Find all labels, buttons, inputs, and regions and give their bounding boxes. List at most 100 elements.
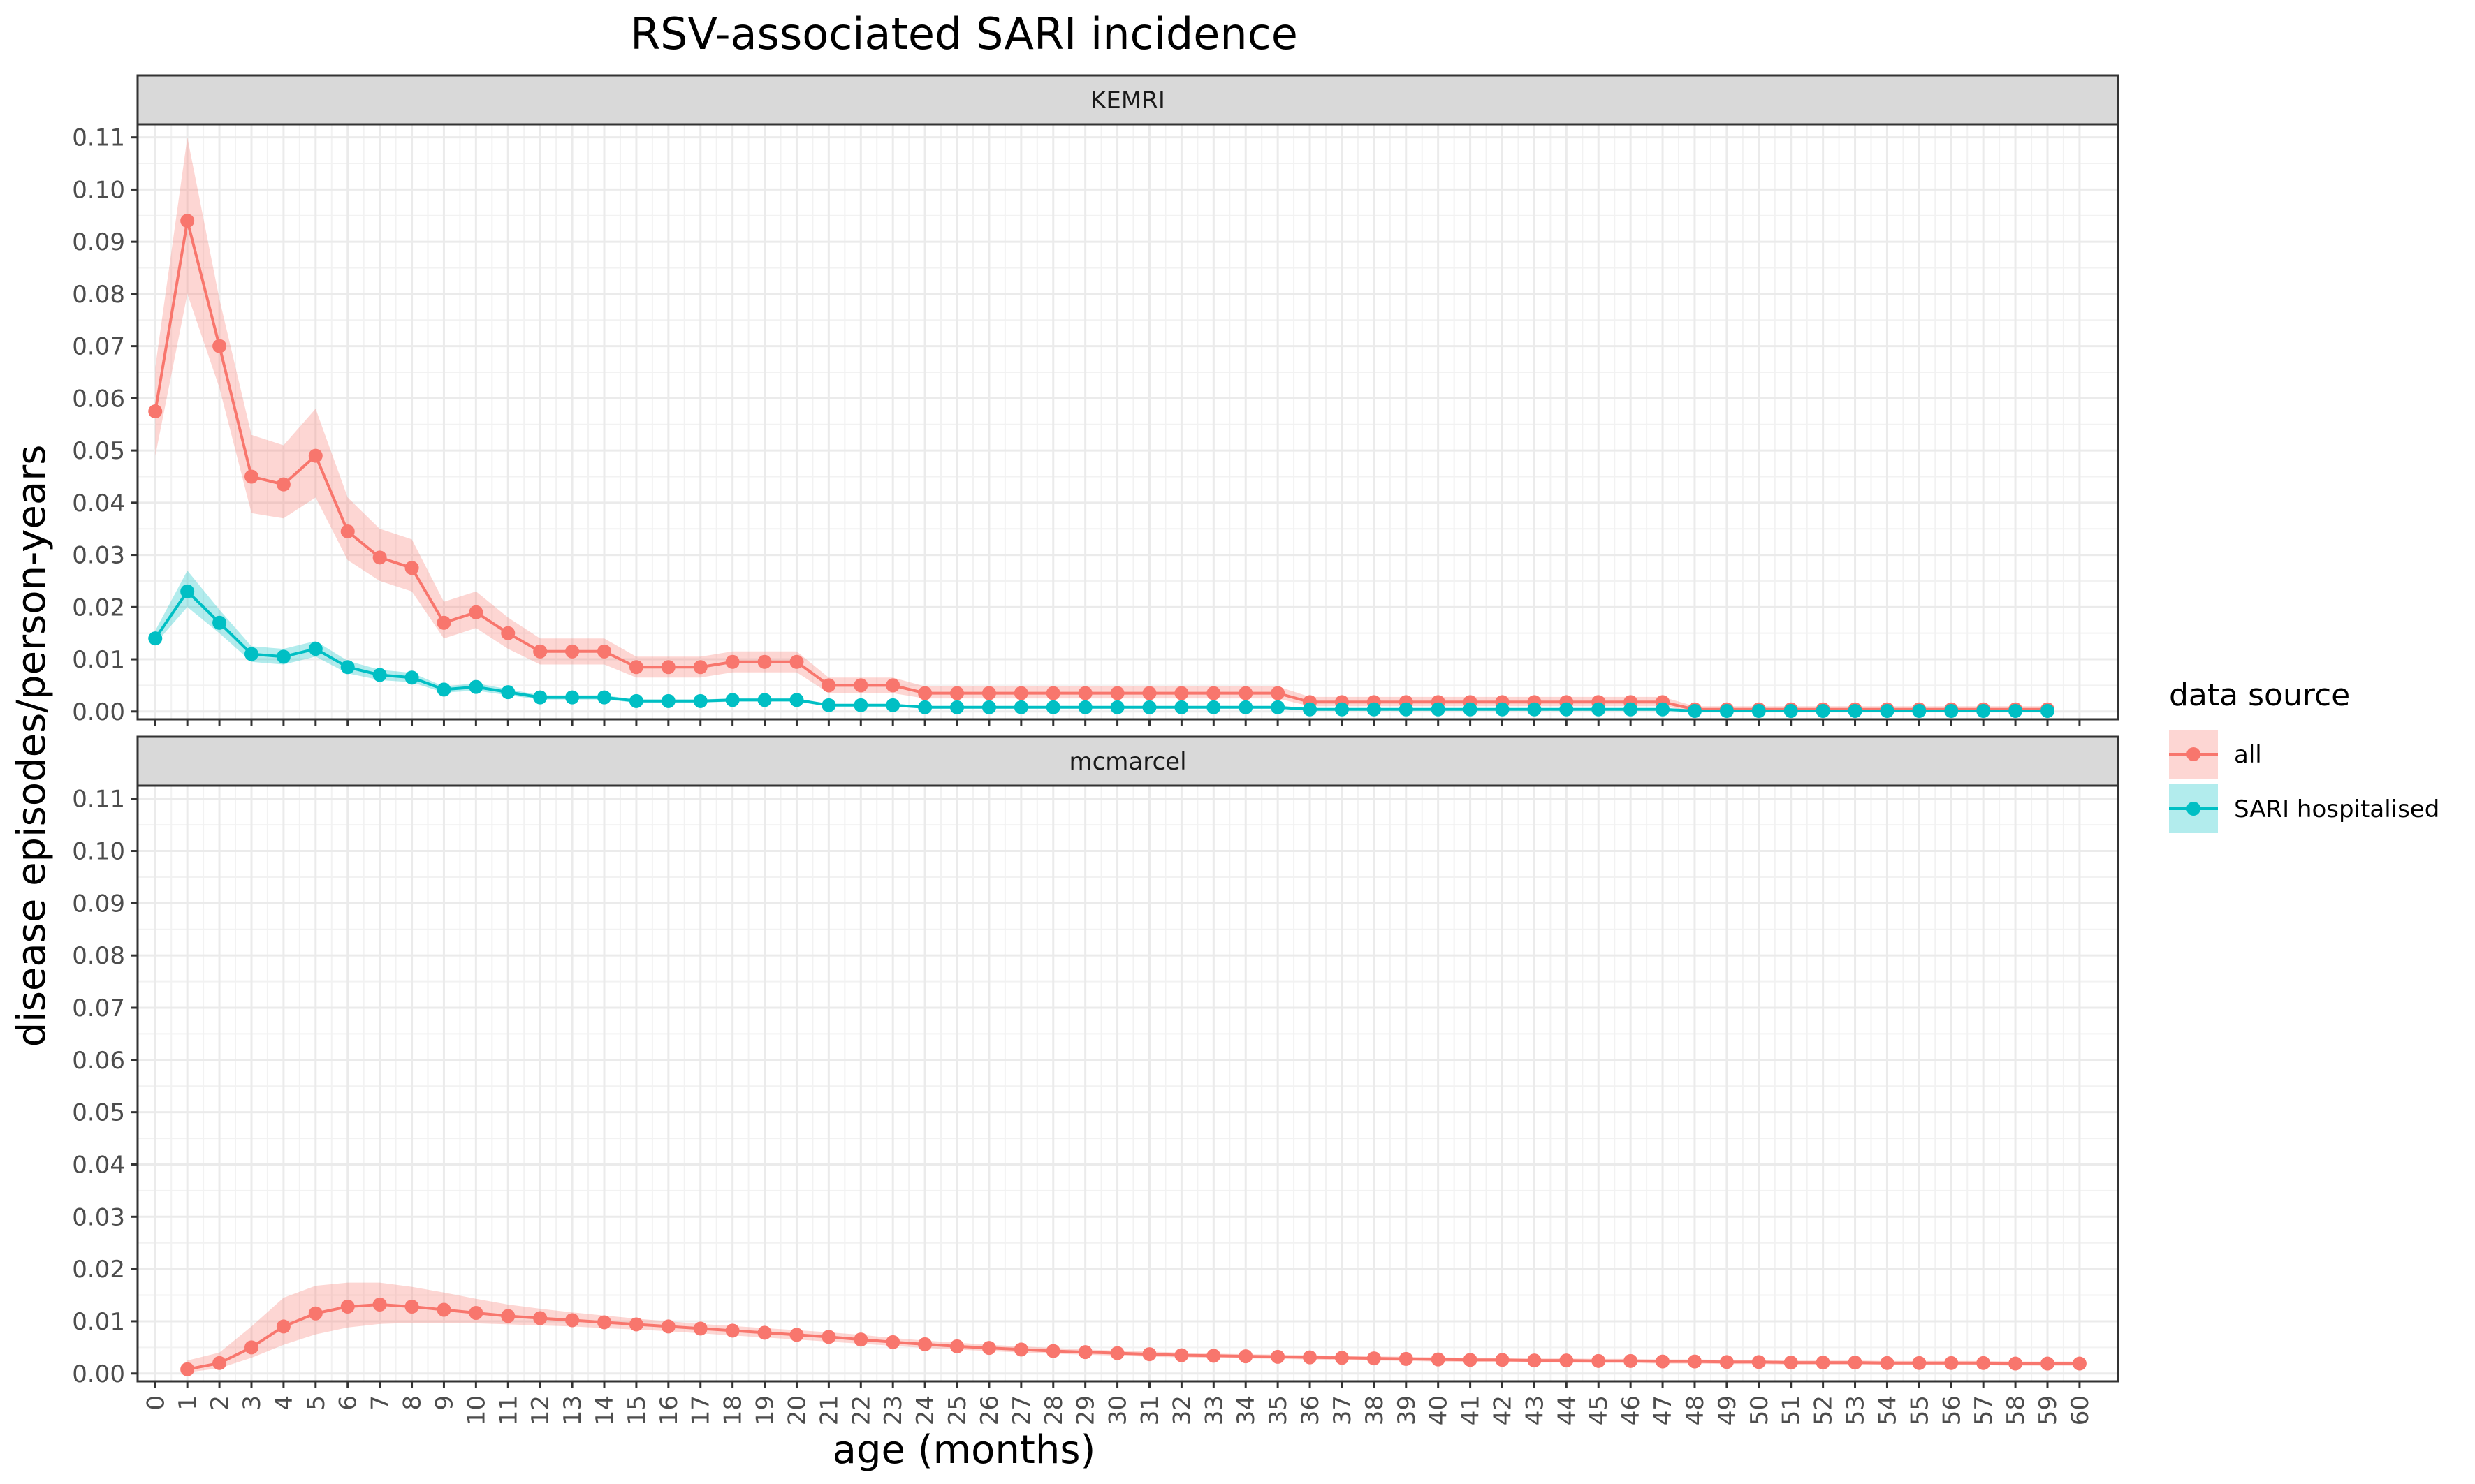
x-tick-label: 12 xyxy=(527,1395,555,1425)
series-points-sari-hospitalised xyxy=(148,584,2054,719)
data-point xyxy=(533,690,548,705)
x-tick-label: 18 xyxy=(720,1395,747,1425)
data-point xyxy=(1431,702,1445,717)
data-point xyxy=(886,698,900,712)
x-tick-label: 53 xyxy=(1842,1395,1870,1425)
x-tick-label: 25 xyxy=(944,1395,972,1425)
data-point xyxy=(1527,702,1542,717)
data-point xyxy=(1687,1354,1702,1369)
data-point xyxy=(822,698,836,712)
facet-strip xyxy=(136,735,2119,787)
data-point xyxy=(918,700,933,714)
data-point xyxy=(661,693,676,708)
data-point xyxy=(1656,702,1670,717)
x-tick-label: 32 xyxy=(1168,1395,1196,1425)
data-point xyxy=(981,700,996,714)
y-tick-label: 0.07 xyxy=(72,994,125,1022)
x-tick-label: 36 xyxy=(1297,1395,1324,1425)
data-point xyxy=(886,678,900,693)
data-point xyxy=(854,678,868,693)
data-point xyxy=(789,693,804,707)
x-tick-label: 44 xyxy=(1553,1395,1581,1425)
y-tick-label: 0.10 xyxy=(72,176,125,204)
data-point xyxy=(854,1332,868,1347)
data-point xyxy=(2008,1356,2023,1371)
data-point xyxy=(629,693,643,708)
data-point xyxy=(1399,1351,1413,1366)
data-point xyxy=(1303,1350,1317,1365)
data-point xyxy=(1399,702,1413,717)
x-tick-label: 55 xyxy=(1906,1395,1934,1425)
data-point xyxy=(1206,686,1221,700)
y-tick-label: 0.04 xyxy=(72,490,125,517)
y-tick-label: 0.11 xyxy=(72,124,125,152)
data-point xyxy=(212,1356,227,1370)
data-point xyxy=(1495,702,1510,717)
data-point xyxy=(1591,1353,1606,1368)
x-tick-label: 27 xyxy=(1008,1395,1036,1425)
x-tick-label: 57 xyxy=(1970,1395,1998,1425)
chart-title: RSV-associated SARI incidence xyxy=(630,8,1298,59)
legend: data source all SARI hospitalised xyxy=(2169,677,2439,833)
x-tick-label: 11 xyxy=(495,1395,523,1425)
data-point xyxy=(340,1300,355,1314)
data-point xyxy=(437,1302,451,1317)
data-point xyxy=(244,1340,258,1355)
data-point xyxy=(148,631,163,646)
x-tick-label: 7 xyxy=(367,1395,395,1411)
data-point xyxy=(1783,1356,1798,1370)
y-tick-label: 0.05 xyxy=(72,1099,125,1127)
x-tick-label: 14 xyxy=(591,1395,619,1425)
data-point xyxy=(340,524,355,538)
x-tick-label: 31 xyxy=(1136,1395,1164,1425)
x-tick-label: 51 xyxy=(1778,1395,1806,1425)
panel-background xyxy=(138,124,2118,719)
data-point xyxy=(212,339,227,353)
y-tick-label: 0.03 xyxy=(72,1203,125,1231)
y-tick-label: 0.00 xyxy=(72,698,125,726)
x-tick-label: 21 xyxy=(815,1395,843,1425)
data-point xyxy=(1527,1353,1542,1368)
data-point xyxy=(1206,1349,1221,1363)
panel-border xyxy=(136,784,2119,1383)
gridlines xyxy=(138,786,2118,1381)
data-point xyxy=(1142,686,1157,700)
data-point xyxy=(501,685,516,700)
data-point xyxy=(757,654,772,669)
data-point xyxy=(693,693,708,708)
y-tick-label: 0.08 xyxy=(72,942,125,970)
y-tick-label: 0.06 xyxy=(72,1047,125,1075)
data-point xyxy=(1751,1355,1766,1369)
x-tick-label: 54 xyxy=(1874,1395,1901,1425)
data-point xyxy=(404,561,419,575)
data-point xyxy=(437,615,451,630)
data-point xyxy=(1848,1356,1862,1370)
x-tick-label: 56 xyxy=(1938,1395,1966,1425)
x-tick-label: 48 xyxy=(1681,1395,1709,1425)
data-point xyxy=(1719,1355,1734,1369)
x-tick-label: 24 xyxy=(912,1395,940,1425)
data-point xyxy=(597,1315,612,1330)
x-tick-label: 34 xyxy=(1232,1395,1260,1425)
x-tick-label: 19 xyxy=(752,1395,780,1425)
data-point xyxy=(629,1317,643,1332)
data-point xyxy=(1239,686,1253,700)
data-point xyxy=(597,690,612,705)
x-tick-label: 17 xyxy=(687,1395,715,1425)
x-tick-label: 60 xyxy=(2066,1395,2094,1425)
x-tick-label: 47 xyxy=(1649,1395,1677,1425)
data-point xyxy=(1559,702,1574,717)
x-tick-label: 16 xyxy=(655,1395,683,1425)
data-point xyxy=(565,690,580,705)
y-tick-label: 0.01 xyxy=(72,1308,125,1336)
data-point xyxy=(981,1341,996,1356)
panel-kemri: KEMRI0.000.010.020.030.040.050.060.070.0… xyxy=(72,74,2119,726)
x-tick-label: 49 xyxy=(1714,1395,1742,1425)
x-tick-label: 4 xyxy=(270,1395,298,1411)
data-point xyxy=(757,1325,772,1340)
data-point xyxy=(597,644,612,659)
data-point xyxy=(1623,1353,1638,1368)
data-point xyxy=(1078,686,1093,700)
data-point xyxy=(148,404,163,419)
data-point xyxy=(437,682,451,697)
